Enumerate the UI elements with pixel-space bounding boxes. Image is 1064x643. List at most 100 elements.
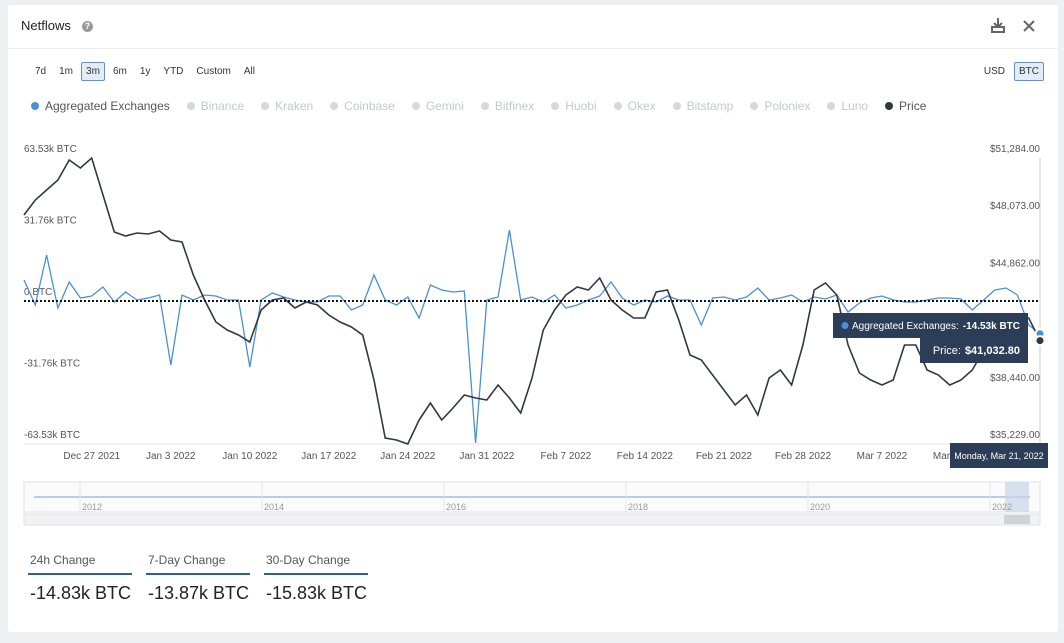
legend-item[interactable]: Gemini xyxy=(411,99,464,113)
legend-item[interactable]: Luno xyxy=(827,99,868,113)
x-tick-label: Jan 31 2022 xyxy=(459,451,514,462)
x-tick-label: Jan 3 2022 xyxy=(146,451,196,462)
legend-label: Okex xyxy=(627,99,656,113)
navigator-label: 2012 xyxy=(82,502,102,512)
legend-label: Coinbase xyxy=(344,99,395,113)
legend-dot xyxy=(672,102,681,110)
y2-tick-label: $48,073.00 xyxy=(990,201,1040,212)
help-icon[interactable]: ? xyxy=(82,21,93,32)
stat-label: 24h Change xyxy=(28,553,132,575)
y-tick-label: -31.76k BTC xyxy=(24,358,80,369)
tooltip-text: Price: $41,032.80 xyxy=(933,345,1020,357)
y2-tick-label: $44,862.00 xyxy=(990,258,1040,269)
x-tick-label: Feb 21 2022 xyxy=(696,451,753,462)
stat-label: 30-Day Change xyxy=(264,553,368,575)
tooltip-value: $41,032.80 xyxy=(965,345,1020,357)
navigator-label: 2014 xyxy=(264,502,284,512)
scrollbar-thumb[interactable] xyxy=(1004,515,1030,524)
currency-button[interactable]: BTC xyxy=(1014,62,1044,81)
legend-item[interactable]: Binance xyxy=(186,99,245,113)
range-button[interactable]: Custom xyxy=(196,66,231,77)
legend-label: Gemini xyxy=(425,99,464,113)
tooltip-value: -14.53k BTC xyxy=(963,321,1020,332)
range-button[interactable]: 7d xyxy=(35,66,47,77)
range-button[interactable]: 1y xyxy=(139,66,151,77)
legend-label: Poloniex xyxy=(764,99,811,113)
legend-dot xyxy=(480,102,489,110)
legend-item[interactable]: Poloniex xyxy=(750,99,810,113)
legend-item[interactable]: Bitstamp xyxy=(672,99,734,113)
legend-label: Price xyxy=(899,99,927,113)
divider xyxy=(8,48,1058,49)
x-tick-label: Feb 28 2022 xyxy=(775,451,832,462)
series-line xyxy=(23,156,1041,445)
x-tick-label: Feb 7 2022 xyxy=(541,451,592,462)
legend-dot xyxy=(613,102,622,110)
stat-value: -14.83k BTC xyxy=(30,583,132,603)
legend-label: Bitstamp xyxy=(686,99,734,113)
currency-button[interactable]: USD xyxy=(983,66,1005,77)
legend-label: Bitfinex xyxy=(494,99,535,113)
legend-dot xyxy=(885,102,894,110)
x-tick-label: Jan 10 2022 xyxy=(222,451,277,462)
tooltip-text: Aggregated Exchanges: -14.53k BTC xyxy=(852,321,1020,332)
navigator-label: 2018 xyxy=(628,502,648,512)
legend-item[interactable]: Coinbase xyxy=(330,99,395,113)
range-button[interactable]: 6m xyxy=(112,66,127,77)
legend-item[interactable]: Bitfinex xyxy=(480,99,535,113)
y2-tick-label: $35,229.00 xyxy=(990,430,1040,441)
x-tick-label: Feb 14 2022 xyxy=(617,451,674,462)
navigator-label: 2016 xyxy=(446,502,466,512)
range-button[interactable]: 1m xyxy=(59,66,74,77)
download-icon[interactable] xyxy=(991,18,1005,33)
x-tick-label: Jan 24 2022 xyxy=(380,451,435,462)
legend-label: Kraken xyxy=(275,99,314,113)
legend-label: Huobi xyxy=(565,99,597,113)
legend-dot xyxy=(261,102,270,110)
stat-value: -15.83k BTC xyxy=(266,583,368,603)
date-label: Monday, Mar 21, 2022 xyxy=(954,451,1043,461)
title: Netflows xyxy=(21,18,71,33)
legend-dot xyxy=(551,102,560,110)
legend-item[interactable]: Huobi xyxy=(551,99,597,113)
legend-dot xyxy=(31,102,39,110)
date-box xyxy=(950,443,1048,468)
stat-label: 7-Day Change xyxy=(146,553,250,575)
legend-item[interactable]: Aggregated Exchanges xyxy=(31,99,170,113)
y-tick-label: 31.76k BTC xyxy=(24,216,77,227)
x-tick-label: Mar 7 2022 xyxy=(857,451,908,462)
hover-point xyxy=(1034,335,1046,347)
legend-label: Binance xyxy=(200,99,245,113)
range-button[interactable]: All xyxy=(243,66,255,77)
legend-dot xyxy=(750,102,759,110)
legend-item[interactable]: Kraken xyxy=(261,99,313,113)
x-tick-label: Jan 17 2022 xyxy=(301,451,356,462)
expand-icon[interactable] xyxy=(1023,20,1035,32)
range-button[interactable]: 3m xyxy=(81,62,105,81)
stat-value: -13.87k BTC xyxy=(148,583,250,603)
y-tick-label: -63.53k BTC xyxy=(24,430,80,441)
y2-tick-label: $38,440.00 xyxy=(990,373,1040,384)
scrollbar[interactable] xyxy=(23,513,1041,526)
tooltip-box xyxy=(920,338,1028,363)
navigator-window[interactable] xyxy=(1005,482,1029,512)
y2-tick-label: $51,284.00 xyxy=(990,144,1040,155)
legend-label: Luno xyxy=(841,99,869,113)
legend-dot xyxy=(827,102,836,110)
legend-item[interactable]: Okex xyxy=(613,99,656,113)
y-tick-label: 63.53k BTC xyxy=(24,144,77,155)
tooltip-series: Aggregated Exchanges: xyxy=(852,321,959,332)
x-tick-label: Dec 27 2021 xyxy=(63,451,120,462)
tooltip-box xyxy=(833,313,1028,338)
legend-item[interactable]: Price xyxy=(885,99,926,113)
legend-label: Aggregated Exchanges xyxy=(45,99,170,113)
navigator-label: 2020 xyxy=(810,502,830,512)
navigator-label: 2022 xyxy=(992,502,1012,512)
legend-dot xyxy=(186,102,195,110)
range-button[interactable]: YTD xyxy=(163,66,184,77)
tooltip-series: Price: xyxy=(933,345,961,357)
legend-dot xyxy=(411,102,420,110)
